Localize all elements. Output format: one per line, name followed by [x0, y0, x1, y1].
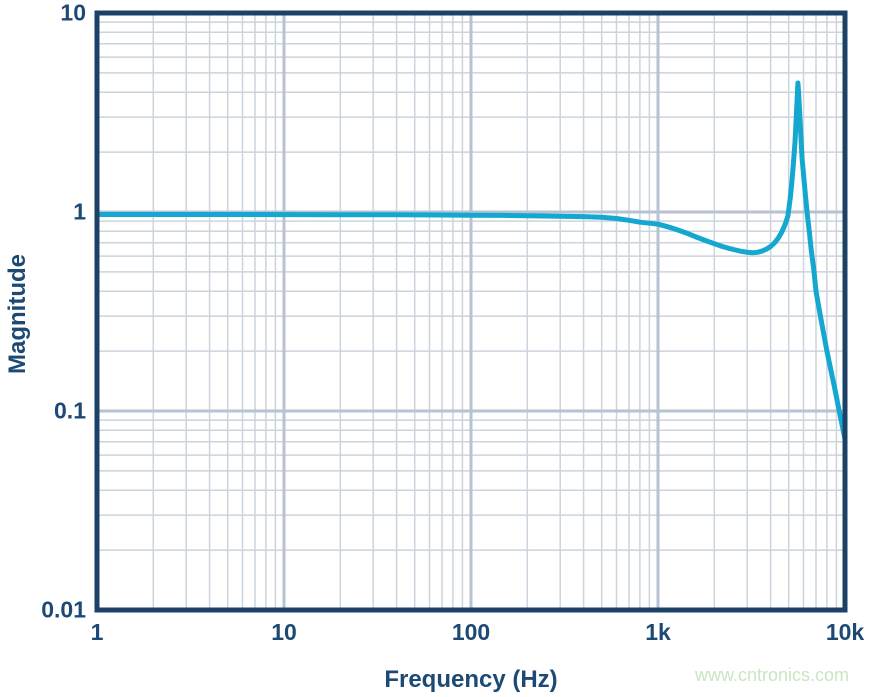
x-tick-label-1: 1	[90, 619, 104, 645]
y-tick-label-0p1: 0.1	[54, 397, 86, 424]
y-axis-title: Magnitude	[4, 254, 31, 374]
watermark-text: www.cntronics.com	[694, 665, 849, 685]
x-tick-label-10k: 10k	[825, 619, 865, 645]
x-tick-label-1k: 1k	[645, 619, 671, 645]
magnitude-response-curve	[94, 80, 848, 442]
response-curve-layer	[94, 80, 848, 442]
y-tick-label-1: 1	[73, 198, 86, 225]
x-axis-title: Frequency (Hz)	[384, 666, 558, 693]
x-tick-label-10: 10	[271, 619, 297, 645]
plot-border	[94, 10, 848, 613]
y-tick-label-10: 10	[60, 0, 86, 26]
x-tick-label-100: 100	[451, 619, 491, 645]
grid-lines	[95, 11, 847, 612]
y-tick-label-0p01: 0.01	[41, 596, 86, 623]
